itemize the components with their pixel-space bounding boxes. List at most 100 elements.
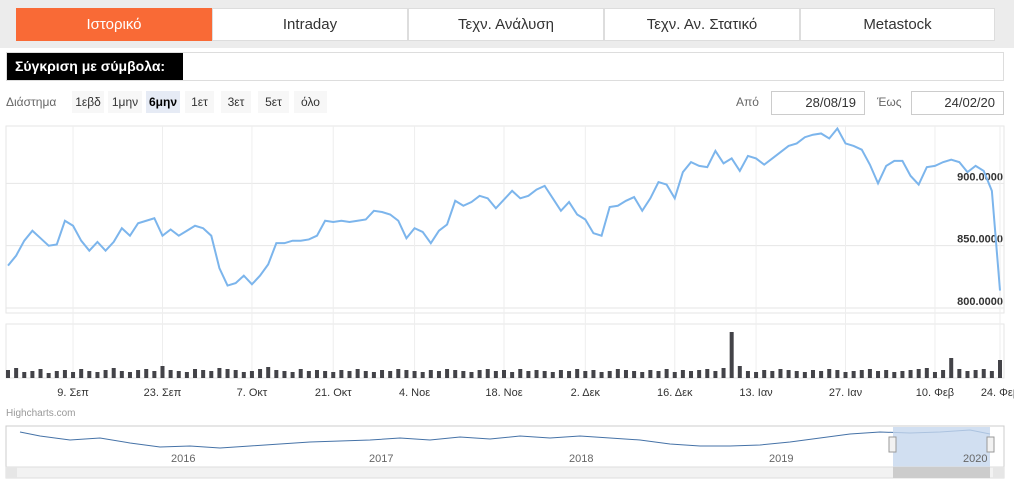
volume-bar [54, 371, 59, 378]
volume-bar [355, 369, 360, 378]
volume-bar [721, 368, 726, 378]
volume-bar [111, 368, 116, 378]
price-line [7, 126, 1001, 291]
x-tick-label: 2. Δεκ [571, 387, 601, 399]
navigator-label: 2017 [369, 453, 393, 465]
volume-bar [306, 371, 311, 378]
tab[interactable]: Metastock [800, 8, 995, 41]
navigator-mask[interactable] [893, 427, 990, 467]
volume-bar [810, 370, 815, 378]
volume-bar [502, 370, 506, 378]
volume-bar [249, 371, 254, 378]
volume-bar [558, 370, 563, 378]
tab[interactable]: Ιστορικό [16, 8, 212, 41]
x-tick-label: 13. Ιαν [739, 387, 773, 399]
volume-bar [607, 371, 612, 378]
scroll-button[interactable] [993, 467, 1004, 478]
volume-bar [144, 369, 149, 378]
volume-bar [762, 370, 767, 378]
range-button[interactable]: 5ετ [258, 91, 289, 113]
x-tick-label: 24. Φεβ [981, 387, 1014, 399]
range-button[interactable]: 3ετ [221, 91, 251, 113]
volume-bar [924, 368, 929, 378]
volume-bar [550, 372, 555, 378]
volume-bar [477, 370, 482, 378]
volume-bar [583, 371, 588, 378]
volume-bar [599, 372, 604, 378]
compare-box[interactable]: Σύγκριση με σύμβολα: [6, 52, 1004, 81]
volume-bar [201, 370, 206, 378]
volume-bar [542, 371, 547, 378]
volume-bar [745, 371, 750, 378]
to-input[interactable]: 24/02/20 [911, 91, 1004, 115]
range-button[interactable]: 1εβδ [72, 91, 104, 113]
from-input[interactable]: 28/08/19 [771, 91, 865, 115]
navigator-handle[interactable] [888, 436, 897, 453]
tab[interactable]: Τεχν. Ανάλυση [408, 8, 604, 41]
volume-bar [469, 372, 474, 378]
volume-bar [30, 371, 35, 378]
volume-bar [258, 369, 263, 378]
tab[interactable]: Intraday [212, 8, 408, 41]
volume-bar [941, 370, 946, 378]
volume-bar [298, 369, 303, 378]
y-tick-label: 800.0000 [957, 296, 1003, 308]
volume-bar [217, 368, 222, 378]
range-label: Διάστημα [6, 95, 57, 109]
volume-bar [575, 369, 580, 378]
volume-bar [127, 372, 132, 378]
volume-bar [87, 371, 92, 378]
volume-bar [461, 371, 466, 378]
range-button[interactable]: 1μην [108, 91, 142, 113]
volume-bar [680, 370, 685, 378]
volume-bar [957, 369, 962, 378]
scrollbar-thumb[interactable] [893, 467, 990, 478]
y-tick-label: 850.0000 [957, 234, 1003, 246]
volume-bar [900, 371, 905, 378]
volume-bar [697, 370, 702, 378]
volume-bar [989, 371, 994, 378]
navigator-handle[interactable] [986, 436, 995, 453]
volume-bar [615, 369, 620, 378]
volume-bar [136, 370, 141, 378]
volume-bar [168, 370, 173, 378]
volume-bar [949, 358, 954, 378]
volume-bar [518, 369, 523, 378]
volume-bar [794, 371, 799, 378]
scrollbar[interactable] [5, 466, 1005, 479]
volume-bar [152, 371, 157, 378]
volume-bar [119, 371, 124, 378]
navigator-label: 2020 [963, 453, 987, 465]
tab[interactable]: Τεχν. Αν. Στατικό [604, 8, 800, 41]
x-tick-label: 21. Οκτ [315, 387, 352, 399]
volume-bar [843, 372, 848, 378]
volume-bar [241, 372, 246, 378]
volume-bar [827, 369, 832, 378]
volume-bar [526, 371, 531, 378]
volume-bar [453, 370, 458, 378]
volume-bar [973, 370, 978, 378]
range-button[interactable]: 6μην [146, 91, 180, 113]
volume-bar [380, 370, 385, 378]
volume-bar [233, 370, 238, 378]
volume-bar [14, 368, 19, 378]
volume-bar [209, 371, 214, 378]
volume-bar [38, 369, 43, 378]
volume-bar [656, 371, 661, 378]
volume-bar [859, 370, 864, 378]
scroll-button[interactable] [6, 467, 17, 478]
volume-bar [640, 372, 645, 378]
volume-bar [648, 370, 653, 378]
range-button[interactable]: όλο [294, 91, 327, 113]
volume-bar [266, 367, 271, 378]
volume-bar [428, 370, 433, 378]
volume-bar [819, 371, 824, 378]
range-button[interactable]: 1ετ [185, 91, 214, 113]
volume-bar [193, 369, 198, 378]
volume-bar [916, 369, 921, 378]
volume-bar [420, 372, 425, 378]
volume-bar [786, 370, 791, 378]
volume-bar [672, 372, 677, 378]
to-label: Έως [877, 95, 902, 109]
x-tick-label: 16. Δεκ [657, 387, 693, 399]
